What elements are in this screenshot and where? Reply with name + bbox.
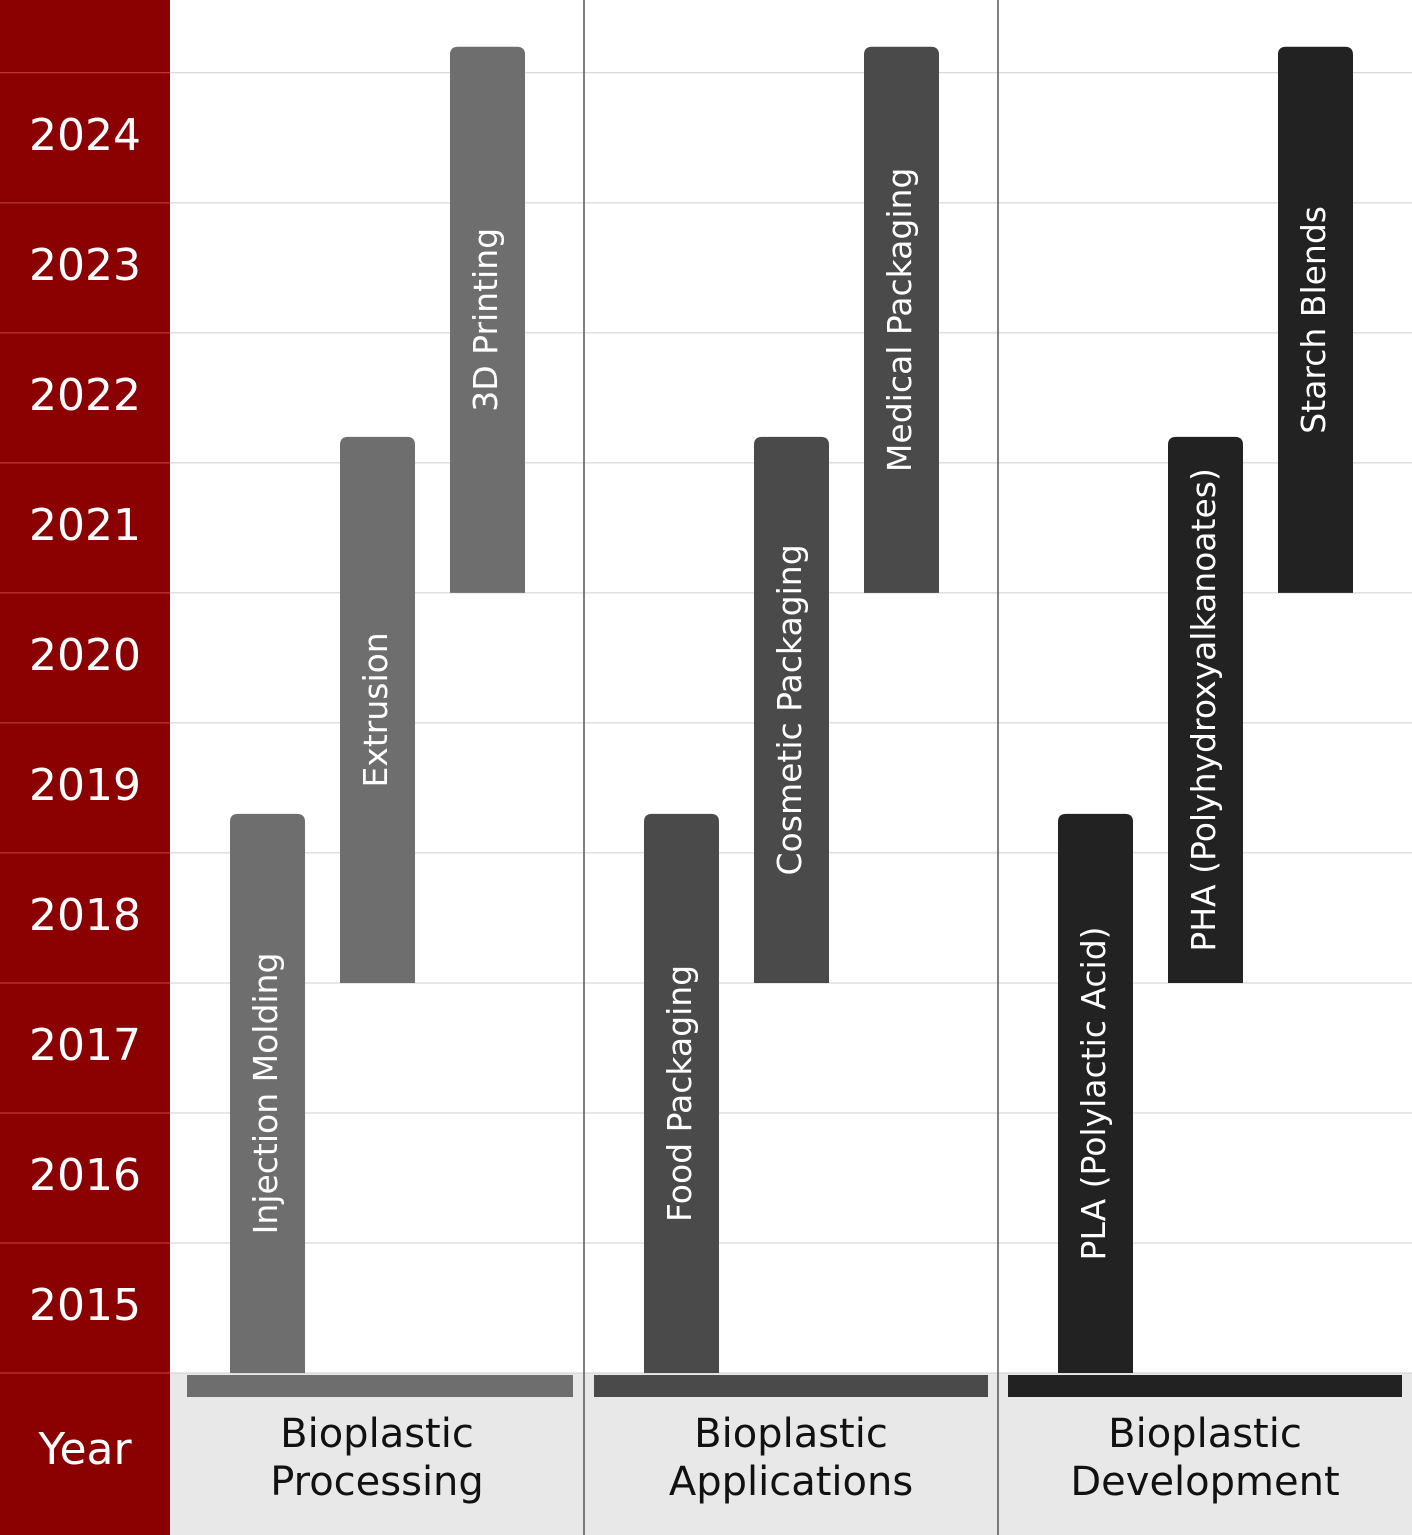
y-tick-label: 2024 — [29, 110, 141, 161]
task-bar — [1278, 46, 1353, 593]
y-tick-label: 2020 — [29, 630, 141, 681]
y-tick-label: 2018 — [29, 890, 141, 941]
task-bar — [230, 813, 305, 1373]
group-baseline — [1008, 1375, 1402, 1397]
group-baseline — [187, 1375, 573, 1397]
task-label: Food Packaging — [660, 965, 699, 1222]
y-tick-label: 2019 — [29, 760, 141, 811]
y-tick-label: 2016 — [29, 1150, 141, 1201]
task-label: Cosmetic Packaging — [770, 544, 809, 875]
footer-band — [170, 1373, 1412, 1535]
group-label: Bioplastic Applications — [668, 1411, 914, 1505]
task-label: PLA (Polylactic Acid) — [1074, 926, 1113, 1260]
task-bar — [754, 436, 829, 983]
task-bar — [340, 436, 415, 983]
y-tick-label: 2021 — [29, 500, 141, 551]
y-tick-label: 2017 — [29, 1020, 141, 1071]
year-column — [0, 0, 170, 1535]
task-label: PHA (Polyhydroxyalkanoates) — [1184, 468, 1223, 952]
task-label: Starch Blends — [1294, 206, 1333, 434]
task-label: Injection Molding — [246, 953, 285, 1235]
task-bar — [450, 46, 525, 593]
task-bar — [644, 813, 719, 1373]
task-label: Medical Packaging — [880, 168, 919, 472]
task-label: 3D Printing — [466, 228, 505, 412]
axis-label: Year — [37, 1424, 132, 1475]
task-bar — [864, 46, 939, 593]
task-bar — [1168, 436, 1243, 983]
group-label: Bioplastic Development — [1070, 1411, 1340, 1505]
y-tick-label: 2023 — [29, 240, 141, 291]
group-baseline — [594, 1375, 988, 1397]
task-label: Extrusion — [356, 632, 395, 787]
y-tick-label: 2015 — [29, 1280, 141, 1331]
y-tick-label: 2022 — [29, 370, 141, 421]
task-bar — [1058, 813, 1133, 1373]
group-label: Bioplastic Processing — [270, 1411, 484, 1505]
